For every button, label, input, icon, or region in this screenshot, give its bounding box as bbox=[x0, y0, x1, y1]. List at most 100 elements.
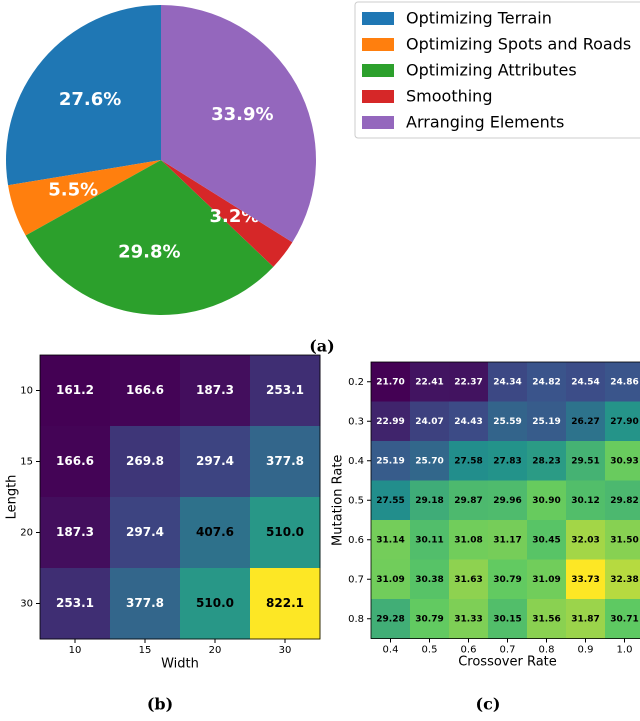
cell-label: 30.71 bbox=[610, 614, 638, 624]
heatmap-cell bbox=[40, 568, 111, 640]
y-tick-label: 0.4 bbox=[348, 456, 364, 467]
cell-label: 32.03 bbox=[571, 535, 599, 545]
heatmap-cell bbox=[566, 599, 606, 639]
cell-label: 22.41 bbox=[415, 377, 443, 387]
cell-label: 22.99 bbox=[376, 417, 404, 427]
heatmap-cell bbox=[605, 480, 640, 521]
cell-label: 25.59 bbox=[493, 417, 521, 427]
legend-label: Optimizing Attributes bbox=[406, 61, 577, 80]
heatmap-cell bbox=[488, 401, 528, 442]
cell-label: 27.90 bbox=[610, 417, 638, 427]
cell-label: 31.09 bbox=[376, 575, 404, 585]
x-tick-label: 20 bbox=[209, 645, 222, 656]
heatmap-cell bbox=[449, 362, 489, 402]
cell-label: 29.18 bbox=[415, 496, 443, 506]
heatmap-cell bbox=[371, 401, 411, 442]
cell-label: 30.38 bbox=[415, 575, 443, 585]
heatmap-cell bbox=[449, 480, 489, 521]
caption: (c) bbox=[476, 695, 501, 714]
heatmap-cell bbox=[527, 559, 567, 600]
legend-label: Optimizing Spots and Roads bbox=[406, 35, 631, 54]
heatmap-cell bbox=[410, 362, 450, 402]
heatmap-cell bbox=[527, 520, 567, 560]
plot-frame bbox=[39, 354, 321, 640]
x-axis-label: Width bbox=[161, 657, 199, 672]
y-tick-label: 0.7 bbox=[348, 574, 364, 585]
heatmap-cell bbox=[250, 355, 321, 427]
x-tick-label: 0.4 bbox=[383, 645, 399, 656]
heatmap-cell bbox=[449, 599, 489, 639]
heatmap-cell bbox=[527, 401, 567, 442]
cell-label: 33.73 bbox=[571, 575, 599, 585]
heatmap-cell bbox=[40, 497, 111, 569]
cell-label: 29.28 bbox=[376, 614, 404, 624]
x-tick-label: 0.8 bbox=[539, 645, 555, 656]
cell-label: 32.38 bbox=[610, 575, 638, 585]
heatmap-cell bbox=[371, 599, 411, 639]
y-tick-label: 15 bbox=[20, 457, 33, 468]
cell-label: 25.19 bbox=[376, 456, 404, 466]
cell-label: 25.70 bbox=[415, 456, 443, 466]
heatmap-cell bbox=[605, 362, 640, 402]
heatmap-cell bbox=[371, 520, 411, 560]
x-tick-label: 15 bbox=[139, 645, 152, 656]
data-label: 29.8% bbox=[118, 241, 180, 262]
cell-label: 29.51 bbox=[571, 456, 599, 466]
pie-slice bbox=[8, 160, 162, 236]
cell-label: 31.50 bbox=[610, 535, 638, 545]
cell-label: 30.12 bbox=[571, 496, 599, 506]
cell-label: 31.17 bbox=[493, 535, 521, 545]
cell-label: 27.55 bbox=[376, 496, 404, 506]
cell-label: 24.07 bbox=[415, 417, 443, 427]
heatmap-cell bbox=[410, 401, 450, 442]
heatmap-cell bbox=[410, 520, 450, 560]
cell-label: 22.37 bbox=[454, 377, 482, 387]
caption: (a) bbox=[309, 337, 335, 356]
legend-label: Optimizing Terrain bbox=[406, 9, 552, 28]
x-tick-label: 0.7 bbox=[500, 645, 516, 656]
cell-label: 253.1 bbox=[56, 596, 94, 610]
y-tick-label: 20 bbox=[20, 528, 33, 539]
cell-label: 377.8 bbox=[266, 454, 304, 468]
y-tick-label: 30 bbox=[20, 599, 33, 610]
heatmap-cell bbox=[371, 559, 411, 600]
cell-label: 510.0 bbox=[266, 525, 304, 539]
cell-label: 510.0 bbox=[196, 596, 234, 610]
cell-label: 24.43 bbox=[454, 417, 482, 427]
heatmap-cell bbox=[250, 426, 321, 498]
heatmap-cell bbox=[566, 480, 606, 521]
heatmap-cell bbox=[449, 441, 489, 481]
cell-label: 30.11 bbox=[415, 535, 443, 545]
cell-label: 27.83 bbox=[493, 456, 521, 466]
cell-label: 29.82 bbox=[610, 496, 638, 506]
heatmap-cell bbox=[488, 520, 528, 560]
x-tick-label: 10 bbox=[69, 645, 82, 656]
cell-label: 187.3 bbox=[56, 525, 94, 539]
cell-label: 21.70 bbox=[376, 377, 404, 387]
y-axis-label: Mutation Rate bbox=[331, 455, 346, 546]
cell-label: 30.15 bbox=[493, 614, 521, 624]
y-tick-label: 0.3 bbox=[348, 416, 364, 427]
cell-label: 407.6 bbox=[196, 525, 234, 539]
heatmap-cell bbox=[40, 426, 111, 498]
heatmap-cell bbox=[488, 441, 528, 481]
y-tick-label: 0.8 bbox=[348, 614, 364, 625]
heatmap-cell bbox=[605, 559, 640, 600]
cell-label: 822.1 bbox=[266, 596, 304, 610]
legend-swatch bbox=[362, 12, 394, 25]
legend-swatch bbox=[362, 90, 394, 103]
heatmap-cell bbox=[605, 441, 640, 481]
heatmap-cell bbox=[488, 362, 528, 402]
heatmap-cell bbox=[40, 355, 111, 427]
y-tick-label: 0.5 bbox=[348, 495, 364, 506]
heatmap-cell bbox=[566, 441, 606, 481]
cell-label: 24.86 bbox=[610, 377, 638, 387]
pie-slice bbox=[25, 160, 274, 315]
heatmap-cell bbox=[527, 441, 567, 481]
cell-label: 31.63 bbox=[454, 575, 482, 585]
cell-label: 26.27 bbox=[571, 417, 599, 427]
cell-label: 30.93 bbox=[610, 456, 638, 466]
data-label: 27.6% bbox=[59, 89, 121, 110]
heatmap-cell bbox=[566, 520, 606, 560]
